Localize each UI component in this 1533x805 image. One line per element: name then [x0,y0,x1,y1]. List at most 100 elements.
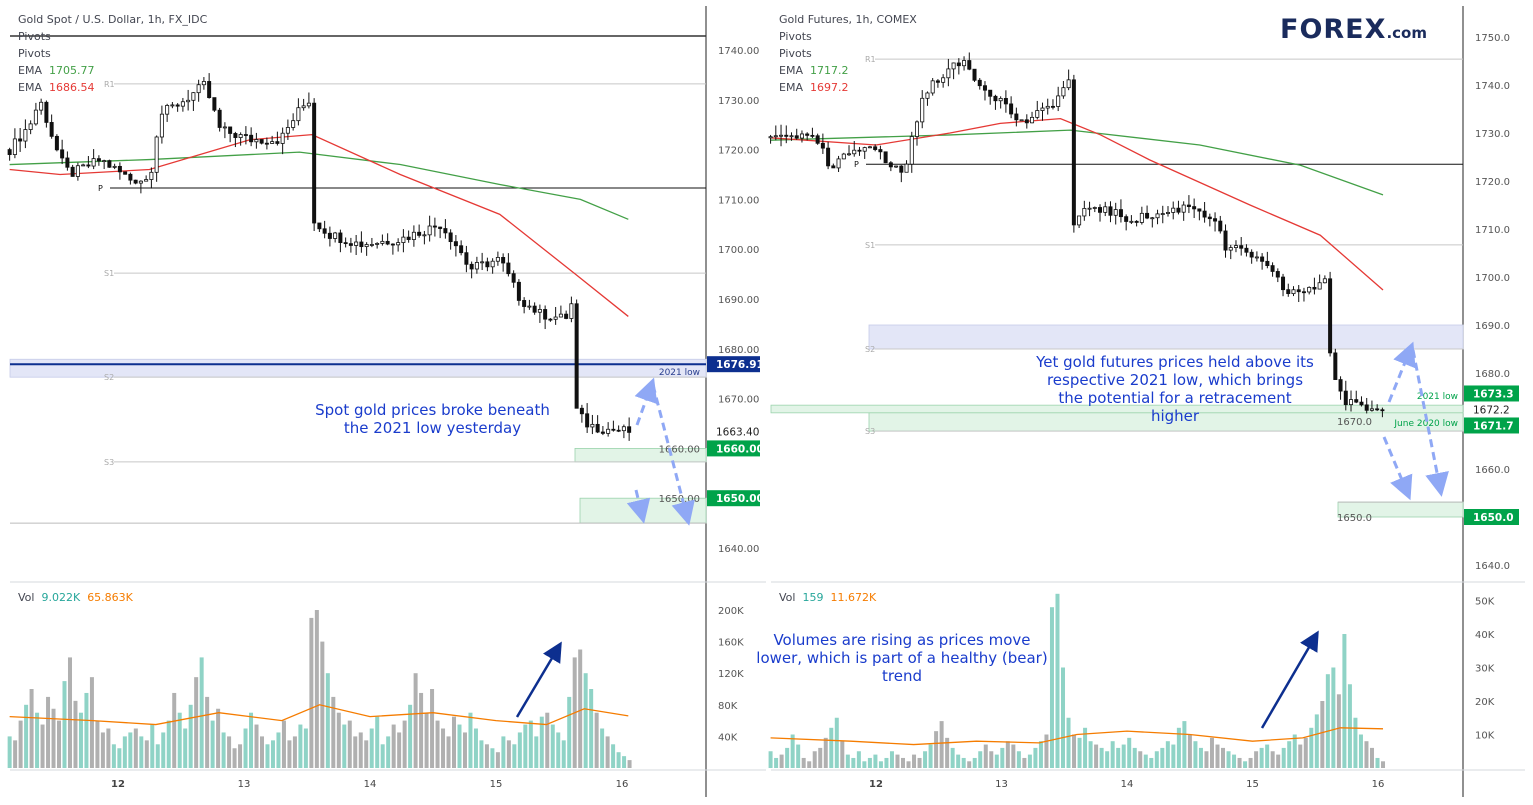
left-volume-bar [567,696,572,768]
left-candle-body [18,138,23,142]
right-volume-bar [989,751,994,768]
left-candle-body [123,171,128,175]
right-volume-bar [1193,741,1198,768]
right-ema-slow-line [770,129,1384,196]
left-indicator-pivots-1[interactable]: Pivots [18,30,51,43]
left-volume-bar [408,704,413,768]
right-volume-bar [1083,727,1088,768]
right-volume-bar [878,761,883,768]
right-ema-slow[interactable]: EMA 1717.2 [779,62,917,79]
left-ema-slow[interactable]: EMA 1705.77 [18,62,207,79]
right-candle-body [1249,251,1254,258]
right-volume-bar [1221,747,1226,768]
right-zone-label-2021: 2021 low [1417,392,1458,402]
right-candle-body [1202,210,1207,218]
left-candle-body [495,257,500,262]
right-volume-ma-line [770,727,1384,746]
right-price-label: 1673.3 [1473,388,1514,400]
left-volume-bar [133,728,138,768]
left-candle-body [327,232,332,239]
right-volume-bar [1011,744,1016,768]
left-volume-bar [7,736,12,768]
right-candle-body [1030,116,1035,124]
right-volume-bar [823,737,828,768]
left-candle-body [564,313,569,319]
right-candle-body [1354,399,1359,403]
right-volume-bar [1138,751,1143,768]
left-candle-body [7,149,12,155]
right-candle-body [852,149,857,155]
left-ema-fast[interactable]: EMA 1686.54 [18,79,207,96]
right-candle-body [1092,207,1097,209]
left-price-label: 1660.00 [716,443,764,455]
left-volume-bar [430,689,435,768]
left-candle-body [75,165,80,177]
left-volume-bar [238,744,243,768]
right-candle-body [1066,79,1071,89]
right-candle-body [1045,105,1050,109]
right-candle-body [988,89,993,97]
left-volume-bar [106,728,111,768]
right-y-tick-label: 1640.0 [1475,561,1510,572]
right-indicator-pivots-1[interactable]: Pivots [779,30,812,43]
right-volume-legend[interactable]: Vol 159 11.672K [779,589,876,606]
right-candle-body [1291,289,1296,295]
left-volume-bar [67,657,72,768]
right-candle-body [1349,399,1354,406]
ema-value: 1686.54 [48,81,95,94]
left-candle-body [548,318,553,321]
right-volume-bar [1061,667,1066,768]
right-volume-bar [1320,701,1325,768]
right-candle-body [1343,390,1348,406]
right-y-tick-label: 1690.0 [1475,321,1510,332]
left-volume-bar [309,617,314,768]
left-candle-body [585,413,590,428]
left-volume-bar [161,732,166,768]
right-candle-body [1014,113,1019,121]
ema-value: 1697.2 [809,81,849,94]
right-volume-bar [1022,757,1027,768]
left-volume-bar [589,689,594,768]
left-candle-body [338,232,343,244]
left-candle-body [186,99,191,103]
left-volume-legend[interactable]: Vol 9.022K 65.863K [18,589,133,606]
left-candle-body [39,101,44,111]
left-y-tick-label: 1670.00 [718,395,759,406]
left-volume-bar [177,712,182,768]
right-volume-bar [1187,734,1192,768]
solid-arrow [1260,630,1319,729]
right-price-label: 1671.7 [1473,420,1514,432]
right-volume-tick-label: 20K [1475,697,1495,708]
right-volume-bar [1182,721,1187,768]
left-candle-body [411,231,416,240]
left-indicator-pivots-2[interactable]: Pivots [18,47,51,60]
right-candle-body [1040,107,1045,111]
left-candle-body [317,222,322,230]
left-volume-bar [578,649,583,768]
left-volume-bar [62,681,67,768]
vol-label: Vol [779,591,796,604]
left-candle-body [558,313,563,318]
right-candle-body [873,146,878,150]
right-indicator-pivots-2[interactable]: Pivots [779,47,812,60]
right-ema-fast[interactable]: EMA 1697.2 [779,79,917,96]
right-candle-body [1103,206,1108,213]
left-volume-bar [605,736,610,768]
forex-logo: FOREX.com [1280,14,1427,45]
left-volume-bar [375,716,380,768]
right-volume-bar [1099,747,1104,768]
left-volume-tick-label: 120K [718,669,744,680]
right-volume-bar [884,757,889,768]
left-volume-bar [57,720,62,768]
left-volume-bar [243,728,248,768]
left-candle-body [569,303,574,319]
right-volume-tick-label: 40K [1475,630,1495,641]
left-candle-body [621,426,626,432]
left-candle-body [501,257,506,264]
right-candle-body [1317,282,1322,290]
left-volume-bar [78,712,83,768]
left-candle-body [165,105,170,115]
right-candle-body [826,147,831,167]
ema-label: EMA [18,64,42,77]
